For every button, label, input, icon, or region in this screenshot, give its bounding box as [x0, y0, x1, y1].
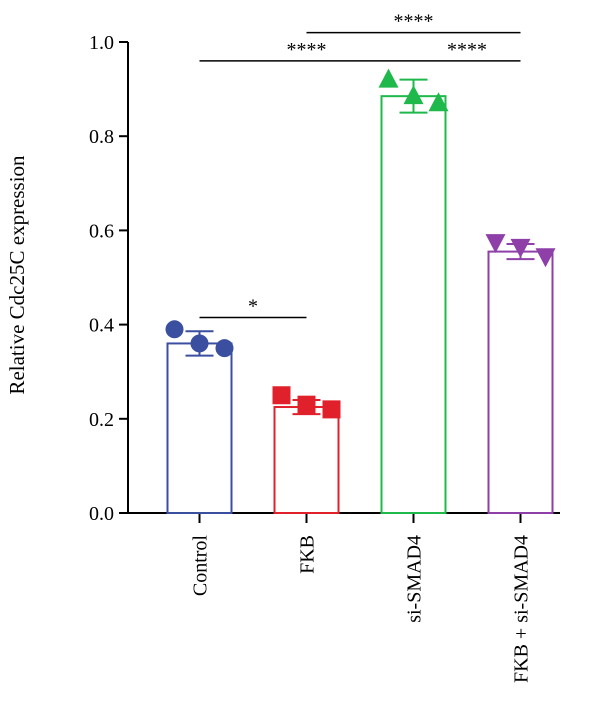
- y-tick-label: 0.8: [89, 126, 114, 148]
- y-tick-label: 0.0: [89, 503, 114, 525]
- significance-brackets: *************: [199, 11, 521, 319]
- significance-label: ****: [287, 39, 327, 61]
- data-points: [165, 68, 556, 419]
- bar: [273, 406, 340, 514]
- data-point: [535, 248, 556, 268]
- x-tick-label: FKB + si-SMAD4: [511, 535, 533, 683]
- bar: [380, 95, 447, 514]
- x-tick-label: si-SMAD4: [404, 535, 426, 623]
- y-tick-label: 0.6: [89, 220, 114, 242]
- data-point: [510, 238, 531, 258]
- data-point: [485, 234, 506, 254]
- data-point: [378, 68, 399, 88]
- y-tick-label: 0.4: [89, 315, 114, 337]
- y-axis-title: Relative Cdc25C expression: [5, 155, 29, 395]
- bar: [166, 342, 233, 514]
- y-tick-label: 1.0: [89, 32, 114, 54]
- data-point: [322, 400, 341, 419]
- data-point: [297, 395, 316, 414]
- significance-label: *: [248, 296, 258, 318]
- data-point: [190, 334, 209, 353]
- y-axis: 0.0 0.2 0.4 0.6 0.8 1.0: [89, 32, 129, 525]
- bars: [166, 78, 554, 514]
- y-tick-label: 0.2: [89, 409, 114, 431]
- significance-label: ****: [447, 39, 487, 61]
- data-point: [428, 92, 449, 112]
- data-point: [272, 386, 291, 405]
- x-axis: Control FKB si-SMAD4 FKB + si-SMAD4: [128, 512, 560, 683]
- data-point: [215, 339, 234, 358]
- significance-label: ****: [394, 11, 434, 33]
- data-point: [403, 85, 424, 105]
- data-point: [165, 320, 184, 339]
- bar: [487, 250, 554, 514]
- x-tick-label: Control: [190, 535, 212, 597]
- x-tick-label: FKB: [297, 535, 319, 574]
